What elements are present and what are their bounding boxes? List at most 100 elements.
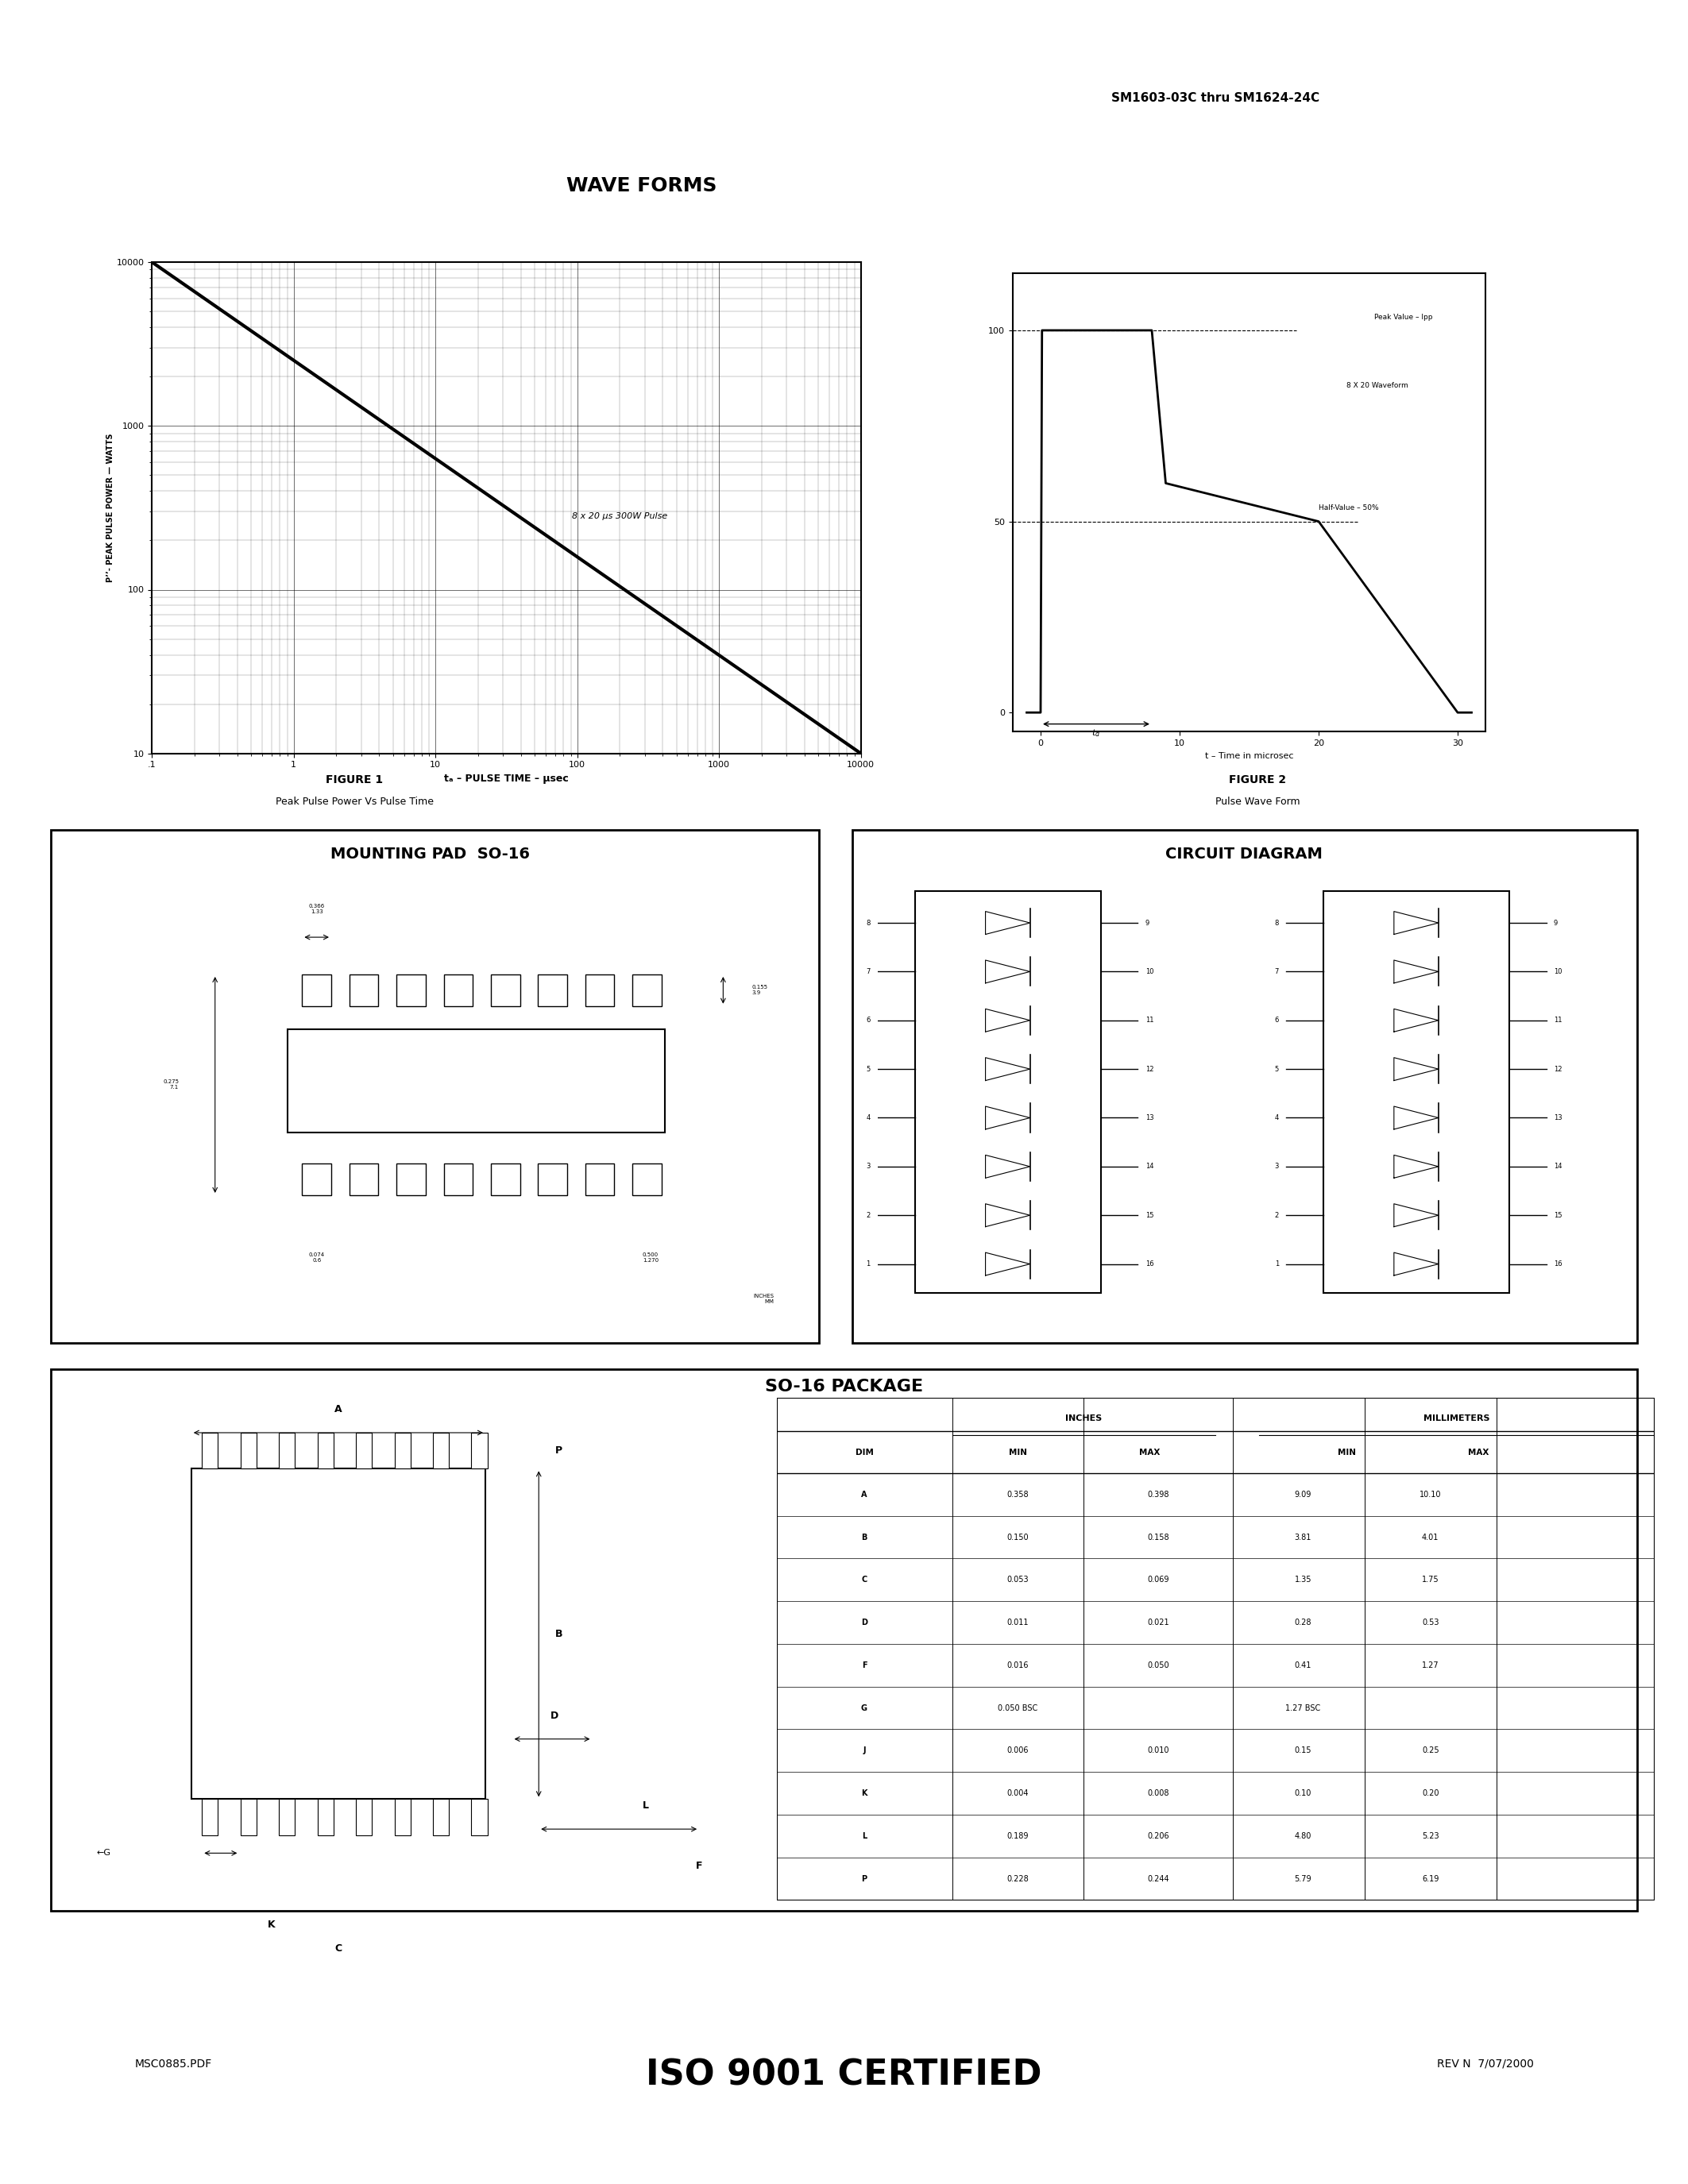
Text: P: P bbox=[555, 1446, 562, 1457]
Bar bbox=[279, 1433, 295, 1470]
Text: L: L bbox=[863, 1832, 866, 1839]
Text: WAVE FORMS: WAVE FORMS bbox=[565, 177, 717, 194]
Text: 0.155
3.9: 0.155 3.9 bbox=[753, 985, 768, 996]
Bar bbox=[203, 1800, 218, 1835]
Text: 9: 9 bbox=[1553, 919, 1558, 926]
Text: K: K bbox=[268, 1920, 275, 1928]
Bar bbox=[349, 1164, 378, 1195]
Text: 0.050: 0.050 bbox=[1148, 1662, 1170, 1669]
X-axis label: tₐ – PULSE TIME – μsec: tₐ – PULSE TIME – μsec bbox=[444, 773, 569, 784]
X-axis label: t – Time in microsec: t – Time in microsec bbox=[1205, 751, 1293, 760]
Text: 0.10: 0.10 bbox=[1295, 1789, 1312, 1797]
Bar bbox=[1323, 891, 1509, 1293]
Text: 0.021: 0.021 bbox=[1148, 1618, 1170, 1627]
Text: 0.15: 0.15 bbox=[1295, 1747, 1312, 1754]
Text: 14: 14 bbox=[1553, 1162, 1561, 1171]
Text: 6.19: 6.19 bbox=[1421, 1874, 1438, 1883]
Text: 4: 4 bbox=[866, 1114, 871, 1120]
Text: 0.150: 0.150 bbox=[1006, 1533, 1030, 1542]
Text: 0.25: 0.25 bbox=[1421, 1747, 1438, 1754]
Text: 0.358: 0.358 bbox=[1006, 1489, 1030, 1498]
Text: 9.09: 9.09 bbox=[1295, 1489, 1312, 1498]
Text: 0.41: 0.41 bbox=[1295, 1662, 1312, 1669]
Text: 1.75: 1.75 bbox=[1421, 1577, 1438, 1583]
Text: 0.500
1.270: 0.500 1.270 bbox=[643, 1254, 658, 1262]
Text: 9: 9 bbox=[1144, 919, 1150, 926]
Text: 0.244: 0.244 bbox=[1148, 1874, 1170, 1883]
Text: 0.398: 0.398 bbox=[1148, 1489, 1170, 1498]
Text: 0.074
0.6: 0.074 0.6 bbox=[309, 1254, 324, 1262]
Text: DIM: DIM bbox=[856, 1448, 873, 1457]
Text: 0.189: 0.189 bbox=[1008, 1832, 1028, 1839]
Bar bbox=[240, 1433, 257, 1470]
Text: 0.016: 0.016 bbox=[1008, 1662, 1028, 1669]
Text: 6: 6 bbox=[866, 1018, 871, 1024]
Bar bbox=[538, 974, 567, 1007]
Text: 7: 7 bbox=[866, 968, 871, 976]
Text: J: J bbox=[863, 1747, 866, 1754]
Text: P: P bbox=[861, 1874, 868, 1883]
Bar bbox=[395, 1433, 410, 1470]
Bar bbox=[397, 974, 425, 1007]
Text: B: B bbox=[861, 1533, 868, 1542]
Text: 7: 7 bbox=[1274, 968, 1280, 976]
Text: SM1603-03C thru SM1624-24C: SM1603-03C thru SM1624-24C bbox=[1111, 92, 1320, 105]
Text: FIGURE 2: FIGURE 2 bbox=[1229, 773, 1286, 786]
Text: L: L bbox=[643, 1802, 648, 1811]
Text: 1.35: 1.35 bbox=[1295, 1577, 1312, 1583]
Text: Pulse Wave Form: Pulse Wave Form bbox=[1215, 797, 1300, 806]
Bar bbox=[302, 974, 331, 1007]
Bar bbox=[538, 1164, 567, 1195]
Text: B: B bbox=[555, 1629, 562, 1638]
Text: 10: 10 bbox=[1144, 968, 1153, 976]
Text: $t_d$: $t_d$ bbox=[1092, 727, 1101, 738]
Bar bbox=[356, 1433, 371, 1470]
Text: 12: 12 bbox=[1144, 1066, 1153, 1072]
Text: 5: 5 bbox=[866, 1066, 871, 1072]
Bar bbox=[432, 1433, 449, 1470]
Text: 1: 1 bbox=[866, 1260, 871, 1267]
Text: MIN: MIN bbox=[1009, 1448, 1026, 1457]
Text: 11: 11 bbox=[1553, 1018, 1561, 1024]
Bar bbox=[317, 1800, 334, 1835]
Text: 0.28: 0.28 bbox=[1295, 1618, 1312, 1627]
Bar bbox=[203, 1433, 218, 1470]
Bar bbox=[191, 1470, 486, 1800]
Text: C: C bbox=[334, 1944, 343, 1952]
Text: MAX: MAX bbox=[1139, 1448, 1160, 1457]
Text: 2: 2 bbox=[1274, 1212, 1280, 1219]
Bar bbox=[444, 974, 473, 1007]
FancyBboxPatch shape bbox=[51, 1369, 1637, 1911]
Text: 13: 13 bbox=[1553, 1114, 1561, 1120]
Text: 0.158: 0.158 bbox=[1148, 1533, 1170, 1542]
Text: F: F bbox=[861, 1662, 868, 1669]
Bar bbox=[432, 1800, 449, 1835]
Text: ←G: ←G bbox=[96, 1850, 111, 1856]
Text: 12: 12 bbox=[1553, 1066, 1561, 1072]
Text: REV N  7/07/2000: REV N 7/07/2000 bbox=[1436, 2057, 1534, 2070]
Text: A: A bbox=[861, 1489, 868, 1498]
Text: 0.053: 0.053 bbox=[1006, 1577, 1030, 1583]
Y-axis label: P’’- PEAK PULSE POWER — WATTS: P’’- PEAK PULSE POWER — WATTS bbox=[106, 432, 115, 583]
Text: FIGURE 1: FIGURE 1 bbox=[326, 773, 383, 786]
Bar bbox=[586, 974, 614, 1007]
Text: 8: 8 bbox=[866, 919, 871, 926]
Bar bbox=[279, 1800, 295, 1835]
Bar bbox=[356, 1800, 371, 1835]
Bar bbox=[633, 1164, 662, 1195]
Text: 10.10: 10.10 bbox=[1420, 1489, 1442, 1498]
Bar bbox=[349, 974, 378, 1007]
Text: A: A bbox=[334, 1404, 343, 1415]
Text: 5.23: 5.23 bbox=[1421, 1832, 1438, 1839]
Text: 6: 6 bbox=[1274, 1018, 1280, 1024]
Bar bbox=[491, 974, 520, 1007]
Bar bbox=[444, 1164, 473, 1195]
FancyBboxPatch shape bbox=[51, 830, 819, 1343]
Text: G: G bbox=[861, 1704, 868, 1712]
Text: INCHES
MM: INCHES MM bbox=[753, 1293, 773, 1304]
Text: 4: 4 bbox=[1274, 1114, 1280, 1120]
Text: 4.01: 4.01 bbox=[1421, 1533, 1438, 1542]
Text: 0.006: 0.006 bbox=[1008, 1747, 1028, 1754]
Bar bbox=[586, 1164, 614, 1195]
Text: D: D bbox=[861, 1618, 868, 1627]
